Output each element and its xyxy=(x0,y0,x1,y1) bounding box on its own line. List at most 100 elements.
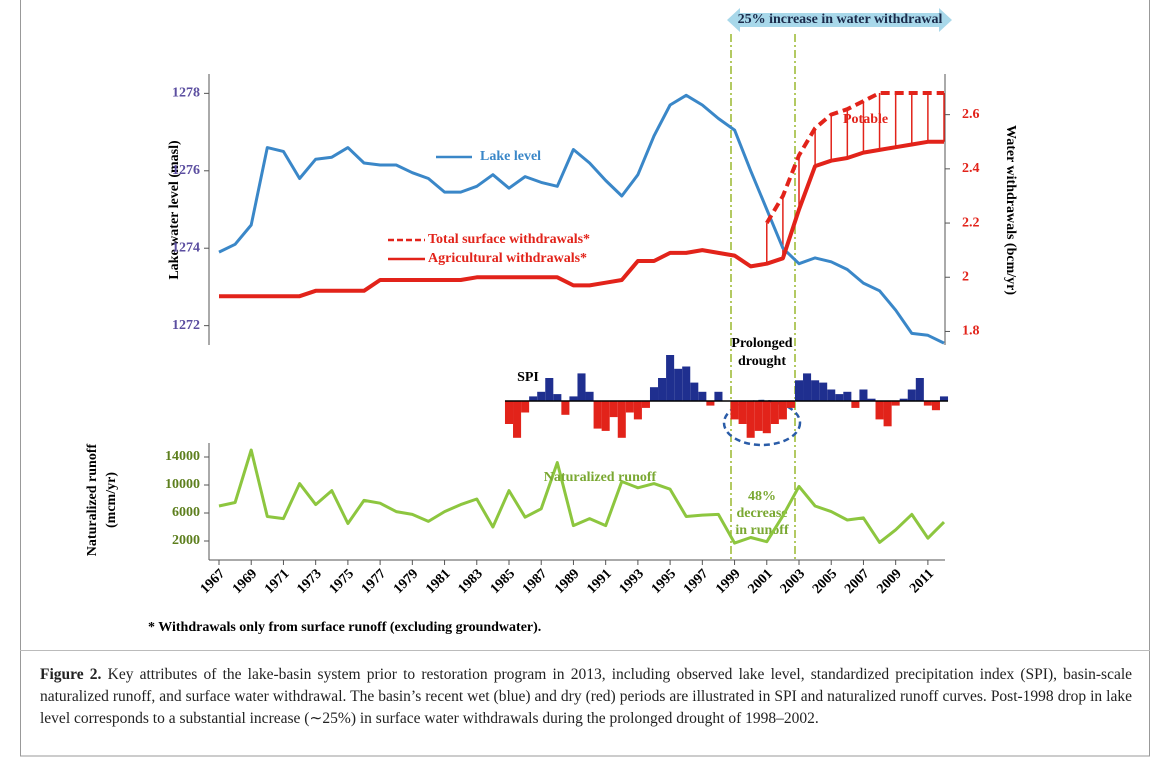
spi-bar xyxy=(867,398,876,401)
x-tick-label: 1979 xyxy=(391,566,421,596)
legend-label: Total surface withdrawals* xyxy=(428,232,590,247)
y-tick-label: 2000 xyxy=(172,533,200,548)
frame xyxy=(20,0,1150,757)
spi-bar xyxy=(569,396,578,401)
runoff-axis-title: (mcm/yr) xyxy=(104,472,119,528)
y2-tick-label: 2.4 xyxy=(962,161,980,176)
y2-tick-label: 1.8 xyxy=(962,324,980,339)
y2-tick-label: 2 xyxy=(962,269,969,284)
caption: Figure 2. Key attributes of the lake-bas… xyxy=(40,664,1132,730)
spi-bar xyxy=(593,401,602,429)
spi-bar xyxy=(786,401,795,408)
x-tick-label: 1973 xyxy=(294,566,324,596)
spi-bar xyxy=(521,401,530,413)
spi-bar xyxy=(513,401,522,438)
spi-bar xyxy=(658,378,667,401)
x-tick-label: 1997 xyxy=(681,566,711,596)
spi-bar xyxy=(617,401,626,438)
spi-bar xyxy=(545,378,554,401)
spi-bar xyxy=(504,401,514,424)
spi-bar xyxy=(537,391,546,401)
spi-bar xyxy=(730,401,739,420)
spi-bar xyxy=(915,378,924,401)
y2-tick-label: 2.2 xyxy=(962,215,980,230)
caption-text: Key attributes of the lake-basin system … xyxy=(40,666,1133,727)
spi-bar xyxy=(794,380,804,401)
y-tick-label: 6000 xyxy=(172,505,200,520)
spi-bar xyxy=(577,373,586,401)
spi-bar xyxy=(778,401,787,420)
y-tick-label: 1278 xyxy=(172,86,200,101)
y2-tick-label: 2.6 xyxy=(962,107,980,122)
spi-bar xyxy=(690,382,699,401)
runoff-axis-title: Naturalized runoff xyxy=(85,443,100,556)
x-tick-label: 1971 xyxy=(262,566,292,596)
spi-bar xyxy=(649,387,659,401)
spi-bar xyxy=(883,401,892,427)
x-tick-label: 1985 xyxy=(488,566,518,596)
spi-bar xyxy=(706,401,715,406)
runoff-drop-label: in runoff xyxy=(735,523,789,538)
spi-bar xyxy=(859,389,868,401)
x-tick-label: 1981 xyxy=(423,566,453,596)
spi-bar xyxy=(714,391,723,401)
x-tick-label: 2001 xyxy=(745,566,775,596)
spi-bar xyxy=(923,401,932,406)
spi-bar xyxy=(561,401,570,415)
x-tick-label: 1991 xyxy=(584,566,614,596)
legend-label: Lake level xyxy=(480,149,541,164)
spi-bar xyxy=(762,401,771,434)
runoff-drop-label: decrease xyxy=(736,506,787,521)
legend-label: Naturalized runoff xyxy=(544,470,657,485)
series-line xyxy=(219,139,944,299)
spi-label: SPI xyxy=(517,370,539,385)
x-tick-label: 1999 xyxy=(713,566,743,596)
spi-bar xyxy=(803,373,812,401)
x-tick-label: 1977 xyxy=(359,566,389,596)
spi-bar xyxy=(835,394,844,401)
spi-bar xyxy=(907,389,916,401)
y-tick-label: 1272 xyxy=(172,318,200,333)
drought-label: drought xyxy=(738,354,786,369)
x-tick-label: 1983 xyxy=(455,566,485,596)
y2-axis-title: Water withdrawals (bcm/yr) xyxy=(1003,125,1018,295)
x-tick-label: 2003 xyxy=(778,566,808,596)
x-tick-label: 2005 xyxy=(810,566,840,596)
series-line xyxy=(218,448,946,545)
spi-bar xyxy=(827,389,836,401)
drought-label: Prolonged xyxy=(731,336,792,351)
spi-bar xyxy=(746,401,755,438)
caption-label: Figure 2. xyxy=(40,666,102,683)
spi-bar xyxy=(633,401,642,420)
increase-arrow xyxy=(727,8,952,32)
y-tick-label: 1276 xyxy=(172,163,200,178)
spi-bar xyxy=(641,401,650,408)
y-tick-label: 1274 xyxy=(172,240,200,255)
x-tick-label: 1987 xyxy=(520,566,550,596)
y-tick-label: 14000 xyxy=(165,449,200,464)
spi-bar xyxy=(682,366,691,401)
spi-bar xyxy=(666,355,675,401)
spi-bar xyxy=(843,391,852,401)
x-tick-label: 2009 xyxy=(874,566,904,596)
spi-bar xyxy=(851,401,860,408)
legend-label: Agricultural withdrawals* xyxy=(428,251,587,266)
spi-bar xyxy=(770,401,779,424)
y-axis-title: Lake water level (masl) xyxy=(167,140,182,280)
spi-bar xyxy=(819,382,828,401)
spi-bar xyxy=(931,401,940,411)
x-tick-label: 1967 xyxy=(198,566,228,596)
spi-bar xyxy=(609,401,618,418)
series-line xyxy=(218,93,945,345)
footnote: * Withdrawals only from surface runoff (… xyxy=(148,620,541,635)
x-tick-label: 2011 xyxy=(907,566,937,596)
x-tick-label: 1989 xyxy=(552,566,582,596)
y-tick-label: 10000 xyxy=(165,477,200,492)
increase-label: 25% increase in water withdrawal xyxy=(738,12,943,27)
spi-bar xyxy=(625,401,634,413)
spi-bar xyxy=(939,396,949,401)
spi-bar xyxy=(811,380,820,401)
spi-bar xyxy=(585,391,594,401)
x-tick-label: 1993 xyxy=(617,566,647,596)
